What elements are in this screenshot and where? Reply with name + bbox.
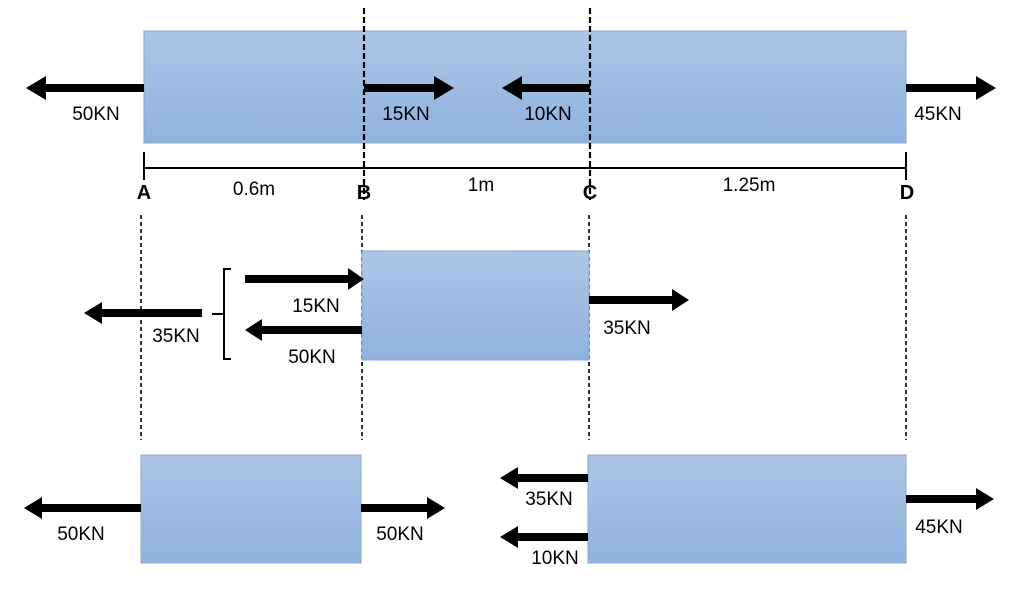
force-label: 35KN (152, 326, 200, 347)
arrow-50kn-left (24, 497, 141, 519)
point-label-b: B (357, 182, 371, 204)
force-label: 50KN (57, 524, 105, 545)
arrow-50kn-left (26, 76, 144, 100)
arrow-15kn-right (245, 268, 364, 290)
force-label: 15KN (292, 296, 340, 317)
force-label: 45KN (915, 517, 963, 538)
point-label-d: D (900, 182, 914, 204)
arrow-35kn-resultant (84, 302, 202, 324)
arrow-10kn-left (502, 76, 590, 100)
force-label: 10KN (531, 548, 579, 569)
segment-cd (587, 454, 907, 564)
force-label: 50KN (72, 104, 120, 125)
arrow-10kn-left (500, 526, 588, 548)
arrow-50kn-right (361, 497, 445, 519)
arrow-45kn-right (906, 488, 994, 510)
force-label: 35KN (525, 489, 573, 510)
point-label-a: A (137, 182, 151, 204)
force-label: 35KN (603, 318, 651, 339)
bracket (223, 268, 231, 360)
length-label-cd: 1.25m (723, 175, 776, 196)
arrow-15kn-right (364, 76, 454, 100)
force-label: 45KN (914, 104, 962, 125)
force-label: 10KN (524, 104, 572, 125)
length-label-bc: 1m (468, 175, 494, 196)
point-label-c: C (583, 182, 597, 204)
arrow-50kn-left (245, 319, 362, 341)
segment-bc (361, 250, 590, 361)
force-label: 15KN (382, 104, 430, 125)
segment-ab (140, 454, 362, 564)
arrow-35kn-left (500, 467, 588, 489)
force-label: 50KN (376, 524, 424, 545)
force-label: 50KN (288, 347, 336, 368)
arrow-45kn-right (906, 76, 996, 100)
length-label-ab: 0.6m (233, 179, 275, 200)
arrow-35kn-right (589, 289, 689, 311)
